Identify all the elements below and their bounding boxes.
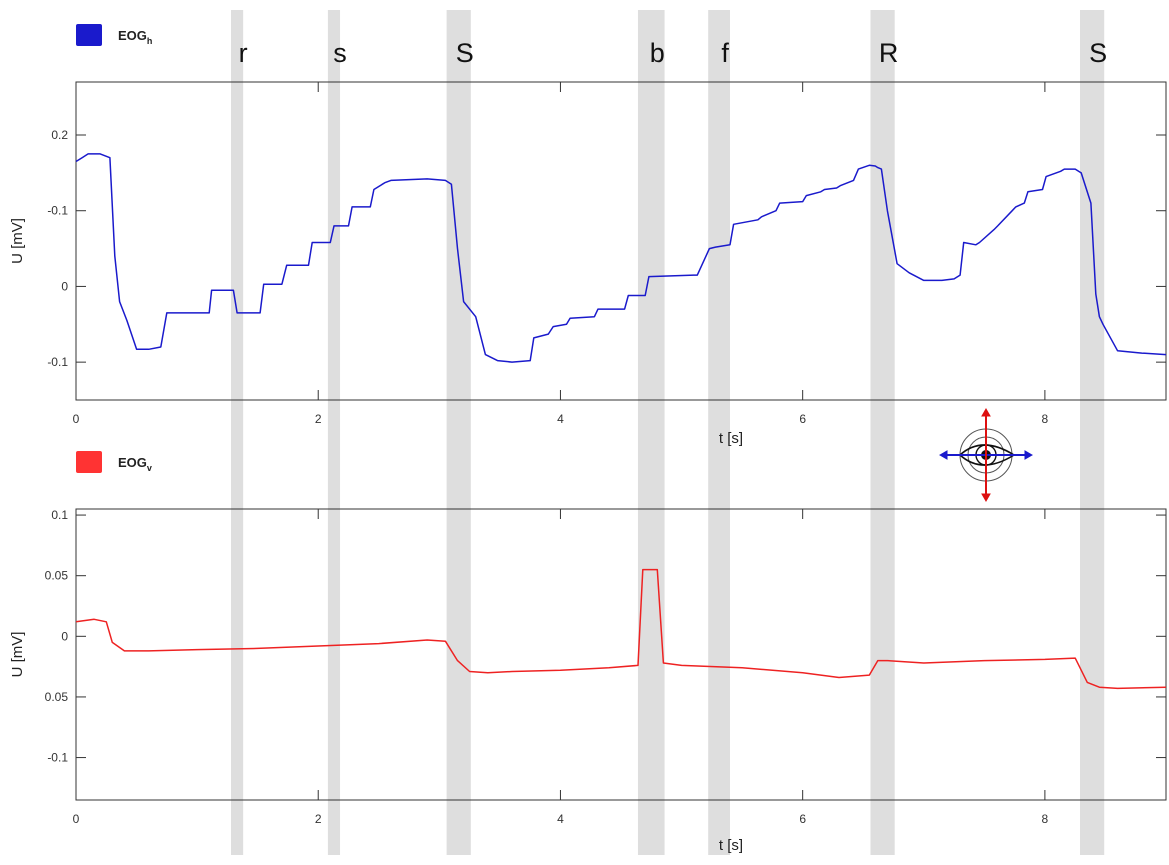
- y-tick-label-bottom-1: 0.05: [45, 569, 69, 583]
- event-band-5: [870, 10, 895, 855]
- event-label-6: S: [1089, 38, 1107, 68]
- event-label-1: s: [333, 38, 347, 68]
- x-tick-label-top-1: 2: [315, 412, 322, 426]
- y-tick-label-top-2: 0: [61, 279, 68, 293]
- event-band-4: [708, 10, 730, 855]
- x-axis-label-top: t [s]: [719, 430, 743, 447]
- x-tick-label-top-2: 4: [557, 412, 564, 426]
- x-tick-label-bottom-3: 6: [799, 812, 806, 826]
- x-axis-label-bottom: t [s]: [719, 837, 743, 854]
- series-line-top-0: [75, 153, 1167, 363]
- series-line-bottom-0: [75, 568, 1167, 690]
- event-band-3: [637, 10, 665, 855]
- y-axis-label-bottom: U [mV]: [9, 632, 26, 678]
- x-tick-label-bottom-0: 0: [73, 812, 80, 826]
- y-tick-label-bottom-0: 0.1: [51, 508, 68, 522]
- y-tick-label-bottom-4: -0.1: [47, 751, 68, 765]
- event-label-4: f: [721, 38, 729, 68]
- y-tick-label-top-0: 0.2: [51, 128, 68, 142]
- legend-swatch-eog-v: [76, 451, 102, 473]
- event-band-0: [231, 10, 244, 855]
- plot-frame-bottom: [75, 508, 1167, 801]
- y-tick-label-top-1: -0.1: [47, 204, 68, 218]
- legend-label-eog-v: EOGv: [118, 455, 152, 473]
- y-axis-label-top: U [mV]: [9, 218, 26, 264]
- x-tick-label-bottom-2: 4: [557, 812, 564, 826]
- event-band-6: [1080, 10, 1105, 855]
- eog-h-panel: 0 2 4 6 8 0.2 -0.1 0 -0.1 t [s] U [mV]: [9, 81, 1167, 447]
- vertical-arrow-icon: [981, 407, 991, 503]
- x-tick-label-bottom-1: 2: [315, 812, 322, 826]
- legend-eog-h: EOGh: [76, 24, 152, 46]
- event-label-5: R: [879, 38, 899, 68]
- x-tick-label-top-3: 6: [799, 412, 806, 426]
- legend-label-eog-h: EOGh: [118, 28, 152, 46]
- y-tick-label-bottom-3: 0.05: [45, 690, 69, 704]
- event-label-0: r: [239, 38, 248, 68]
- y-tick-label-top-3: -0.1: [47, 355, 68, 369]
- legend-swatch-eog-h: [76, 24, 102, 46]
- legend-eog-v: EOGv: [76, 451, 152, 473]
- x-tick-label-bottom-4: 8: [1042, 812, 1049, 826]
- x-tick-label-top-0: 0: [73, 412, 80, 426]
- event-bands: [231, 10, 1105, 855]
- x-tick-label-top-4: 8: [1042, 412, 1049, 426]
- y-tick-label-bottom-2: 0: [61, 629, 68, 643]
- plot-frame-top: [75, 81, 1167, 401]
- eog-v-panel: 0 2 4 6 8 0.1 0.05 0 0.05 -0.1 t [s] U [mV]: [9, 508, 1167, 854]
- event-label-3: b: [650, 38, 665, 68]
- eye-movement-icon: [938, 407, 1034, 503]
- event-band-1: [327, 10, 341, 855]
- event-label-2: S: [456, 38, 474, 68]
- event-band-2: [446, 10, 471, 855]
